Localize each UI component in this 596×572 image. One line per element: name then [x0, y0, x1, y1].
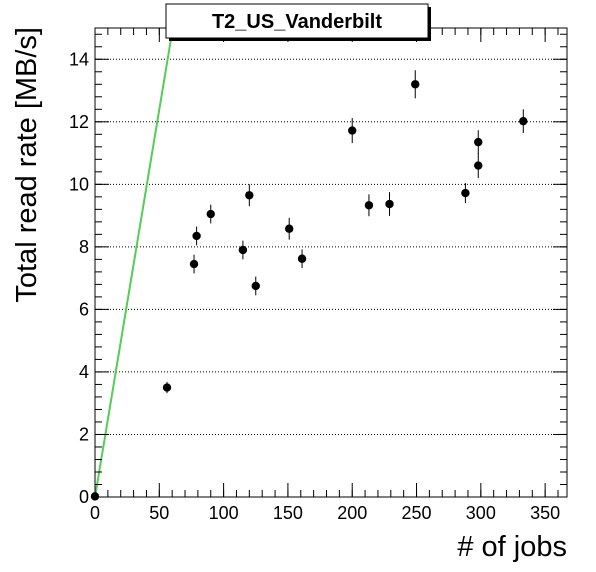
point-marker: [411, 80, 420, 89]
reference-line-group: [94, 27, 174, 498]
data-point: [461, 183, 470, 204]
point-marker: [189, 259, 199, 269]
y-tick-label: 6: [79, 299, 89, 319]
plot-frame: [94, 27, 568, 498]
x-tick-label: 100: [209, 503, 239, 523]
data-point: [285, 217, 294, 240]
point-marker: [385, 199, 394, 209]
y-axis-title: Total read rate [MB/s]: [11, 27, 43, 303]
x-tick-label: 350: [530, 503, 560, 523]
point-marker: [519, 116, 528, 126]
reference-line: [94, 27, 174, 498]
data-point: [474, 153, 483, 179]
title-box-frame: [165, 3, 429, 39]
point-marker: [251, 281, 260, 291]
point-marker: [285, 224, 294, 233]
x-tick-label: 50: [149, 503, 169, 523]
point-marker: [474, 161, 483, 170]
data-point: [162, 381, 172, 394]
data-point: [189, 254, 199, 274]
x-tick-label: 150: [273, 503, 303, 523]
data-point: [206, 204, 215, 224]
point-marker: [364, 201, 374, 210]
y-tick-label: 10: [69, 174, 89, 194]
chart-title-box: T2_US_Vanderbilt: [165, 3, 431, 41]
point-marker: [162, 383, 172, 392]
x-tick-label: 200: [337, 503, 367, 523]
y-tick-label: 8: [79, 237, 89, 257]
data-points: [90, 70, 528, 501]
x-tick-label: 300: [466, 503, 496, 523]
data-point: [348, 118, 357, 144]
data-point: [192, 226, 201, 246]
grid: [95, 58, 567, 435]
y-tick-label: 2: [79, 424, 89, 444]
y-tick-label: 0: [79, 487, 89, 507]
axis-ticks: [94, 28, 567, 498]
x-axis-title: # of jobs: [457, 531, 567, 563]
data-point: [364, 194, 374, 217]
data-point: [251, 276, 260, 296]
data-point: [385, 192, 394, 216]
point-marker: [245, 191, 254, 200]
data-point: [474, 130, 483, 155]
chart-title: T2_US_Vanderbilt: [212, 11, 382, 33]
point-marker: [206, 209, 215, 219]
x-tick-label: 0: [90, 503, 100, 523]
data-point: [297, 249, 307, 269]
point-marker: [461, 188, 470, 198]
point-marker: [474, 137, 483, 147]
tick-labels: 0 2 4 6 8 10 12 14 0 50 100 150 200 250 300 350: [69, 49, 560, 523]
data-point: [238, 240, 248, 260]
data-point: [519, 109, 528, 134]
point-marker: [297, 254, 307, 263]
point-marker: [348, 126, 357, 135]
data-point: [411, 70, 420, 99]
y-tick-label: 14: [69, 49, 89, 69]
point-marker: [192, 231, 201, 241]
x-tick-label: 250: [402, 503, 432, 523]
y-tick-label: 4: [79, 362, 89, 382]
data-point: [245, 184, 254, 207]
y-tick-label: 12: [69, 112, 89, 132]
point-marker: [238, 245, 248, 255]
